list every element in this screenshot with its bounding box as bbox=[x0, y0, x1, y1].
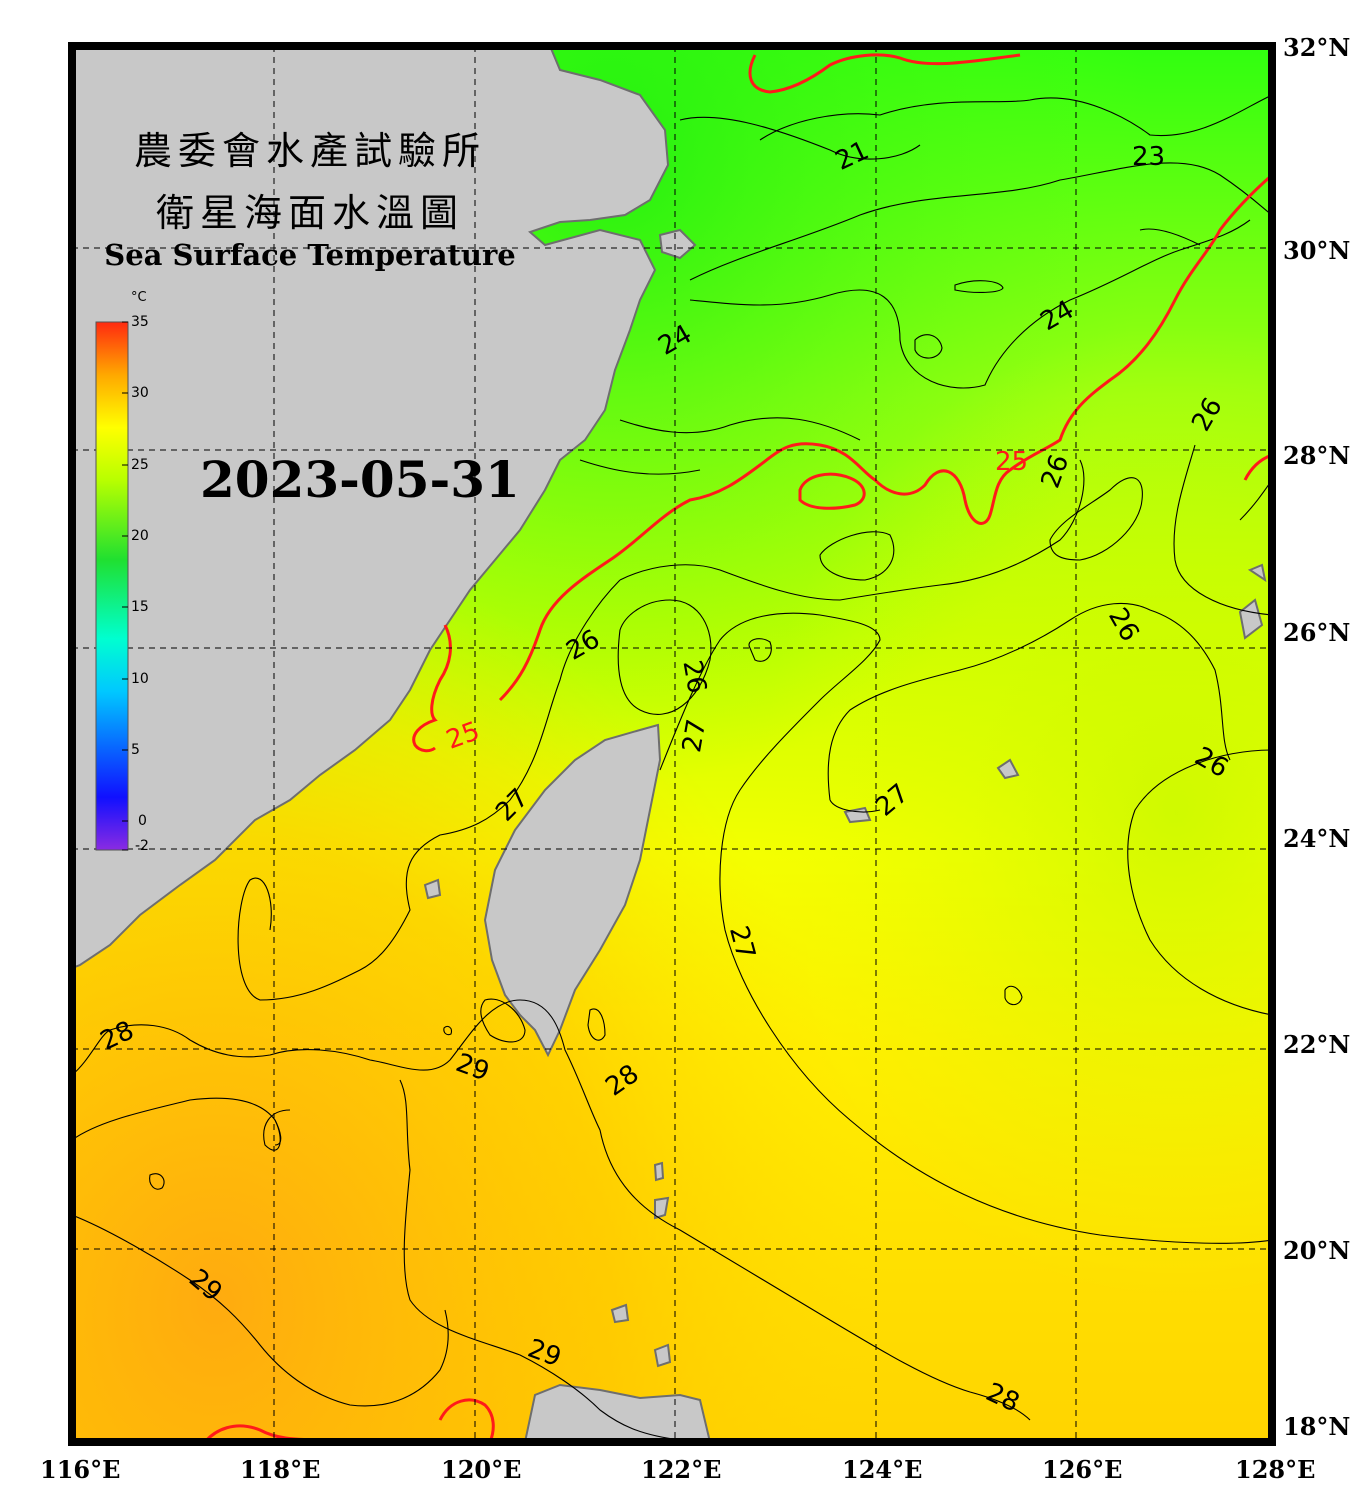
contour-label: 25 bbox=[995, 447, 1028, 477]
contour-label: 23 bbox=[1132, 142, 1165, 172]
island bbox=[423, 878, 442, 900]
island bbox=[654, 1196, 670, 1220]
agency-title: 農委會水產試驗所 bbox=[133, 129, 486, 173]
island bbox=[610, 1303, 630, 1324]
lat-label: 20°N bbox=[1283, 1236, 1350, 1265]
contour-label: 27 bbox=[677, 717, 712, 755]
lon-label: 120°E bbox=[441, 1455, 522, 1484]
lon-label: 118°E bbox=[240, 1455, 321, 1484]
contour-label: 26 bbox=[677, 658, 712, 696]
lat-label: 18°N bbox=[1283, 1412, 1350, 1441]
colorbar-tick: 5 bbox=[131, 742, 140, 758]
lat-label: 28°N bbox=[1283, 441, 1350, 470]
lat-label: 30°N bbox=[1283, 236, 1350, 265]
lon-label: 122°E bbox=[641, 1455, 722, 1484]
luzon-island bbox=[523, 1383, 712, 1442]
island bbox=[653, 1161, 665, 1182]
lat-label: 24°N bbox=[1283, 824, 1350, 853]
island bbox=[658, 228, 697, 260]
lat-lon-grid bbox=[72, 46, 1272, 1442]
map-frame bbox=[68, 42, 1276, 1446]
colorbar-ticks bbox=[122, 321, 128, 851]
lat-label: 26°N bbox=[1283, 618, 1350, 647]
lon-label: 128°E bbox=[1235, 1455, 1316, 1484]
lat-label: 32°N bbox=[1283, 33, 1350, 62]
colorbar-tick: 0 bbox=[138, 813, 147, 829]
colorbar-tick: 35 bbox=[131, 314, 149, 330]
colorbar-tick: 25 bbox=[131, 457, 149, 473]
lon-label: 126°E bbox=[1042, 1455, 1123, 1484]
map-title-zh: 衛星海面水溫圖 bbox=[155, 191, 464, 235]
colorbar-unit: °C bbox=[131, 290, 147, 305]
colorbar-tick: -2 bbox=[135, 838, 149, 854]
island bbox=[996, 758, 1020, 780]
colorbar-tick: 30 bbox=[131, 385, 149, 401]
isotherm-25 bbox=[203, 53, 1272, 1442]
colorbar-tick: 20 bbox=[131, 528, 149, 544]
island bbox=[1238, 598, 1264, 640]
island bbox=[1247, 563, 1267, 583]
lon-label: 116°E bbox=[40, 1455, 121, 1484]
mainland-china bbox=[72, 46, 670, 970]
island bbox=[653, 1343, 672, 1368]
lon-label: 124°E bbox=[842, 1455, 923, 1484]
colorbar-tick: 10 bbox=[131, 671, 149, 687]
map-title-en: Sea Surface Temperature bbox=[104, 238, 516, 272]
sea-surface: 21 23 24 24 25 25 26 26 26 26 26 26 27 2… bbox=[72, 46, 1272, 1442]
isotherm-contours bbox=[72, 94, 1272, 1441]
taiwan-island bbox=[483, 723, 662, 1058]
date-label: 2023-05-31 bbox=[200, 450, 520, 509]
colorbar-tick: 15 bbox=[131, 599, 149, 615]
colorbar bbox=[95, 321, 129, 851]
lat-label: 22°N bbox=[1283, 1030, 1350, 1059]
